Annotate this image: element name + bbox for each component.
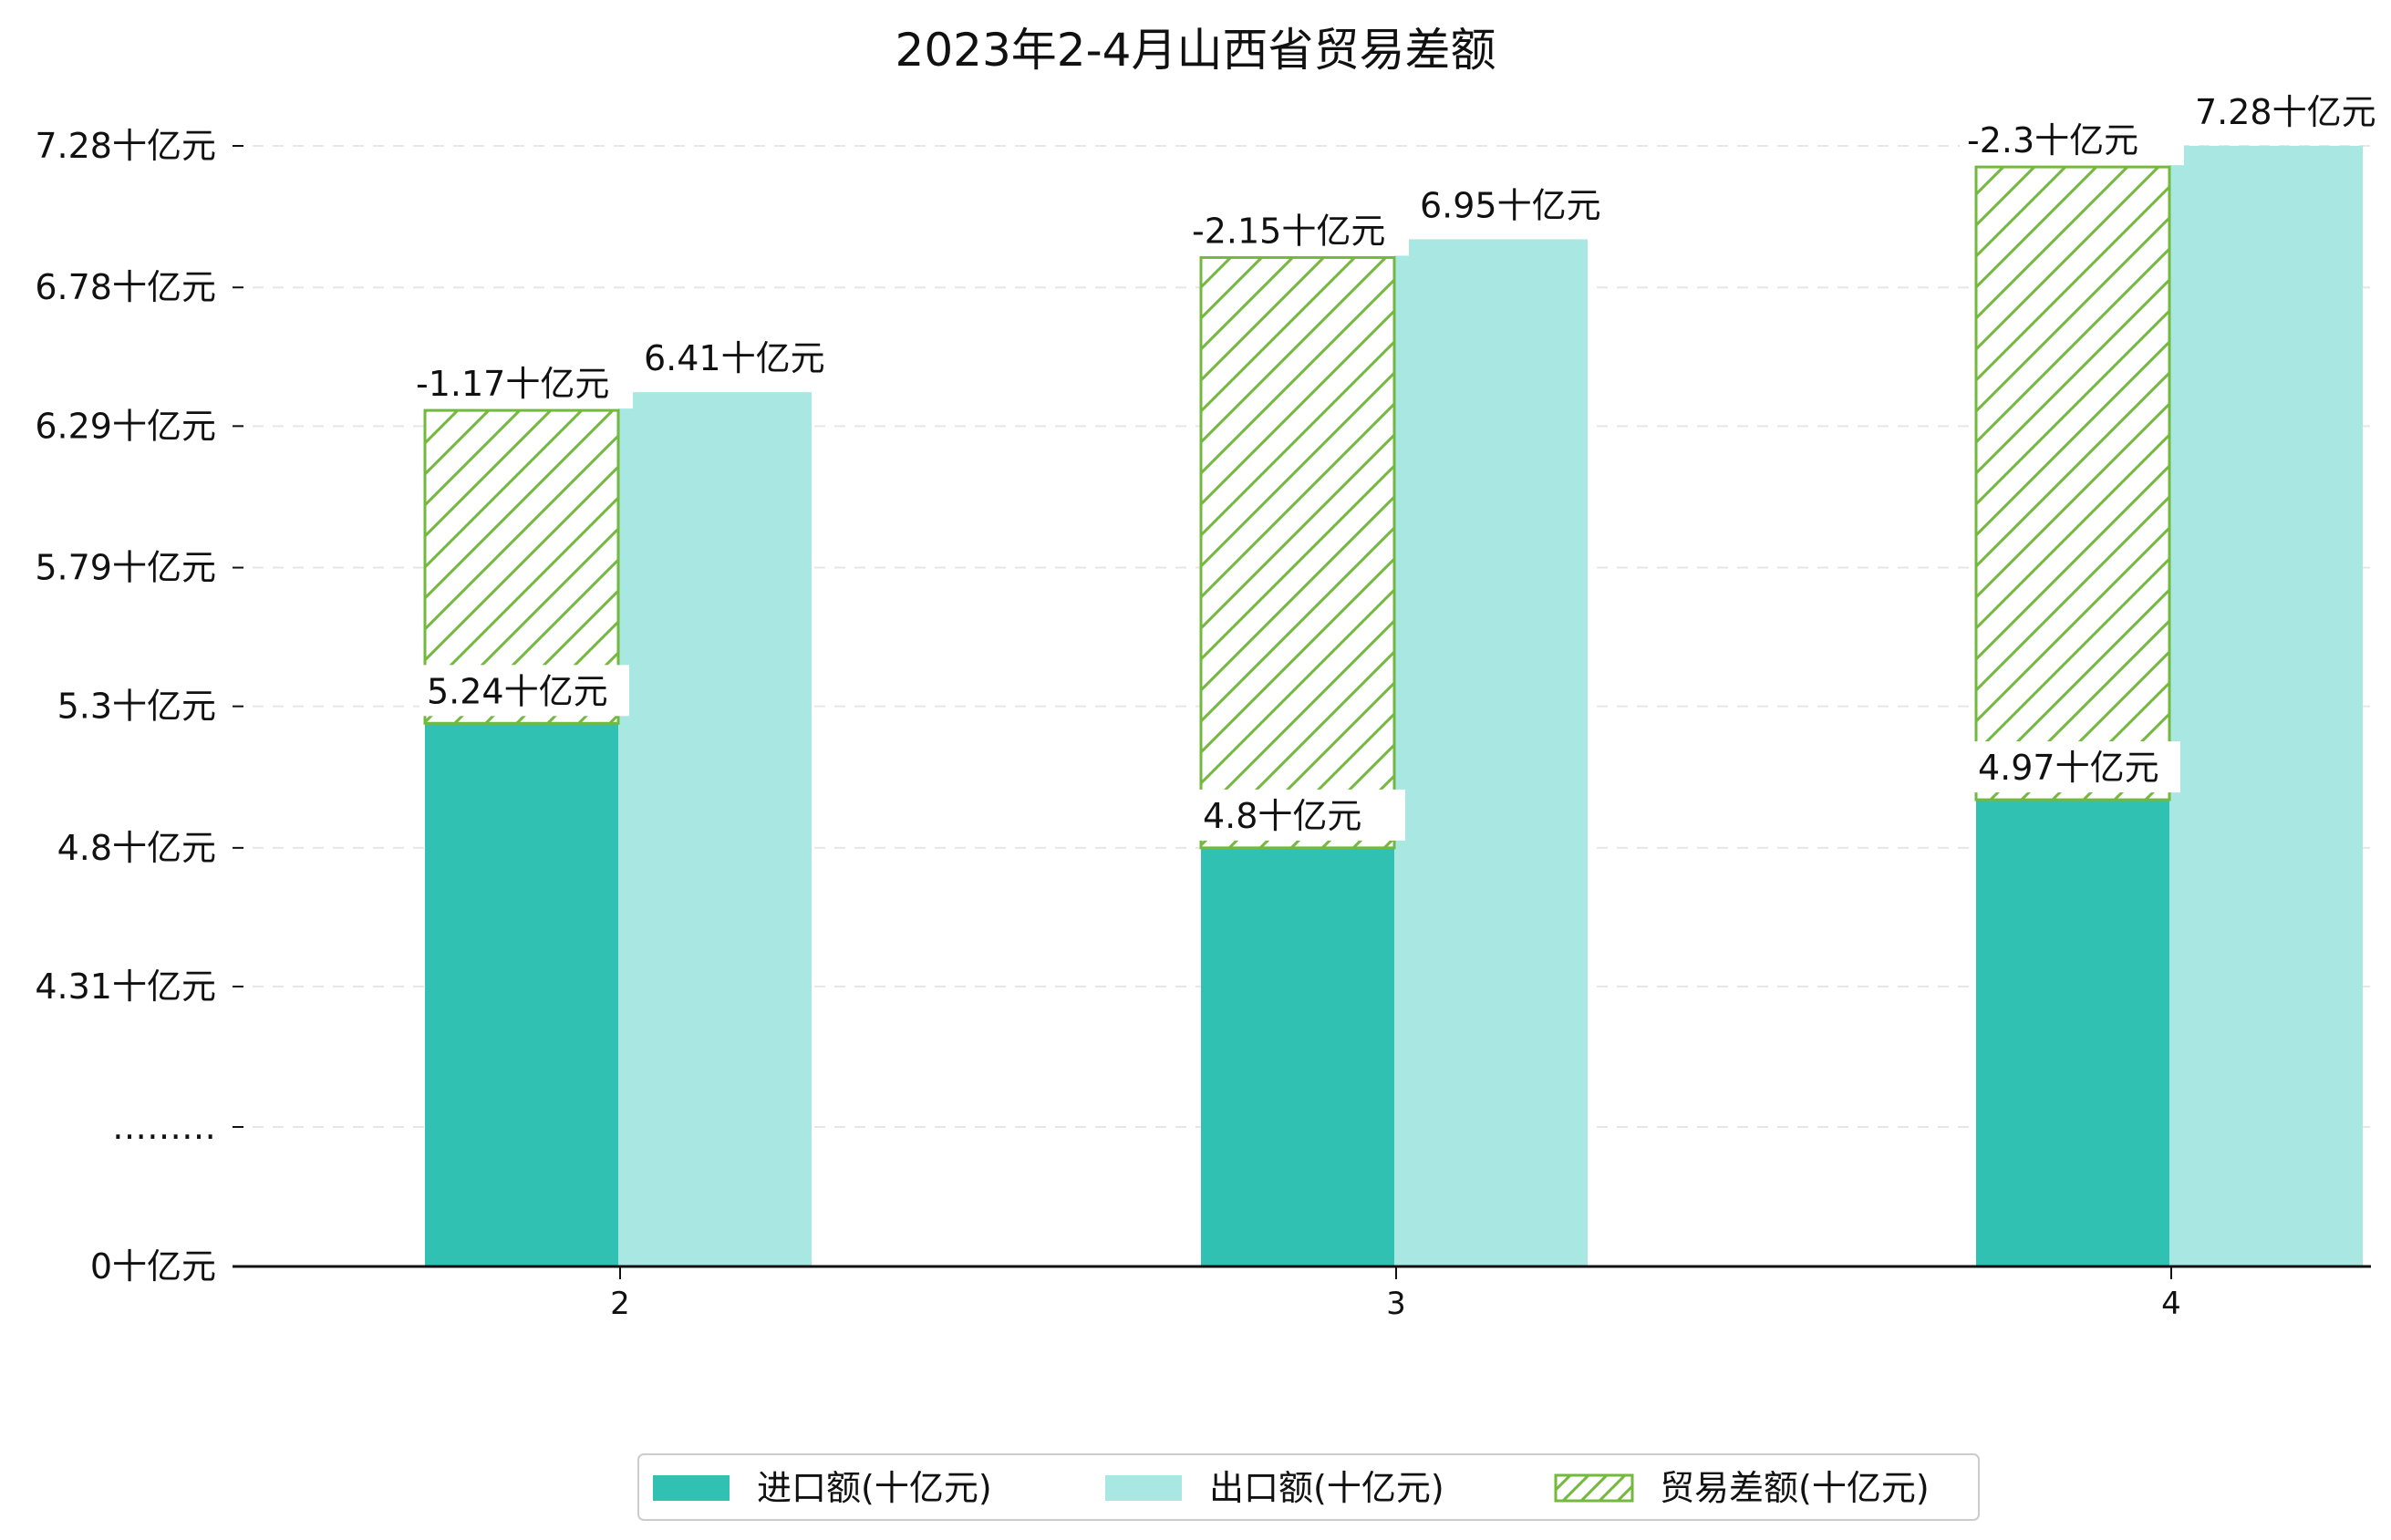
y-tick-label: 4.31十亿元: [35, 966, 216, 1007]
y-tick-label: 0十亿元: [90, 1246, 216, 1287]
export-bar: [618, 392, 812, 1266]
y-tick-label: ………: [112, 1107, 216, 1147]
export-label: 6.41十亿元: [644, 338, 825, 378]
legend-box: [637, 1453, 1980, 1521]
export-bar: [2169, 146, 2363, 1266]
x-tick-label: 3: [1386, 1286, 1406, 1322]
y-axis: 0十亿元 ……… 4.31十亿元 4.8十亿元 5.3十亿元 5.79十亿元 6.29十亿元…: [35, 126, 243, 1287]
export-label: 6.95十亿元: [1420, 185, 1601, 225]
import-label-bg: [1196, 789, 1405, 841]
trade-balance-bar: [1974, 165, 2171, 801]
trade-balance-bar: [1199, 255, 1396, 850]
export-bar: [1394, 239, 1588, 1266]
bars: [423, 146, 2363, 1266]
import-label: 4.97十亿元: [1978, 748, 2159, 788]
trade-balance-label-bg: [1960, 114, 2184, 166]
y-tick-label: 5.79十亿元: [35, 548, 216, 588]
chart-title: 2023年2-4月山西省贸易差额: [895, 24, 1496, 77]
trade-balance-label-bg: [409, 357, 633, 409]
y-tick-label: 4.8十亿元: [57, 828, 216, 868]
trade-balance-label-bg: [1185, 204, 1409, 256]
export-label-bg: [2188, 86, 2391, 137]
y-tick-label: 7.28十亿元: [35, 126, 216, 166]
data-labels: 6.41十亿元 -1.17十亿元 5.24十亿元 6.95十亿元 -2.15十亿元 4.8…: [409, 86, 2391, 841]
legend-swatch-balance: [1554, 1473, 1634, 1503]
legend-swatch-export: [1105, 1475, 1182, 1501]
y-tick-label: 6.29十亿元: [35, 406, 216, 446]
import-bar: [1201, 847, 1394, 1266]
legend-label-balance: 贸易差额(十亿元): [1660, 1468, 1930, 1508]
x-axis: 2 3 4: [233, 1265, 2371, 1322]
trade-balance-label: -1.17十亿元: [416, 364, 609, 404]
trade-balance-label: -2.15十亿元: [1192, 211, 1385, 251]
export-label-bg: [637, 332, 846, 384]
trade-balance-label: -2.3十亿元: [1967, 120, 2138, 160]
x-tick-label: 2: [610, 1286, 630, 1322]
export-label: 7.28十亿元: [2195, 92, 2376, 132]
legend: 进口额(十亿元) 出口额(十亿元) 贸易差额(十亿元): [637, 1453, 1980, 1521]
import-bar: [425, 723, 618, 1266]
y-tick-label: 5.3十亿元: [57, 687, 216, 727]
legend-label-import: 进口额(十亿元): [757, 1468, 992, 1508]
import-bar: [1976, 800, 2169, 1266]
import-label: 4.8十亿元: [1203, 796, 1361, 836]
import-label: 5.24十亿元: [427, 671, 608, 711]
export-label-bg: [1413, 179, 1622, 231]
import-label-bg: [1971, 741, 2180, 793]
import-label-bg: [419, 665, 629, 717]
legend-swatch-import: [653, 1475, 730, 1501]
x-tick-label: 4: [2161, 1286, 2181, 1322]
y-tick-label: 6.78十亿元: [35, 267, 216, 307]
legend-label-export: 出口额(十亿元): [1209, 1468, 1444, 1508]
